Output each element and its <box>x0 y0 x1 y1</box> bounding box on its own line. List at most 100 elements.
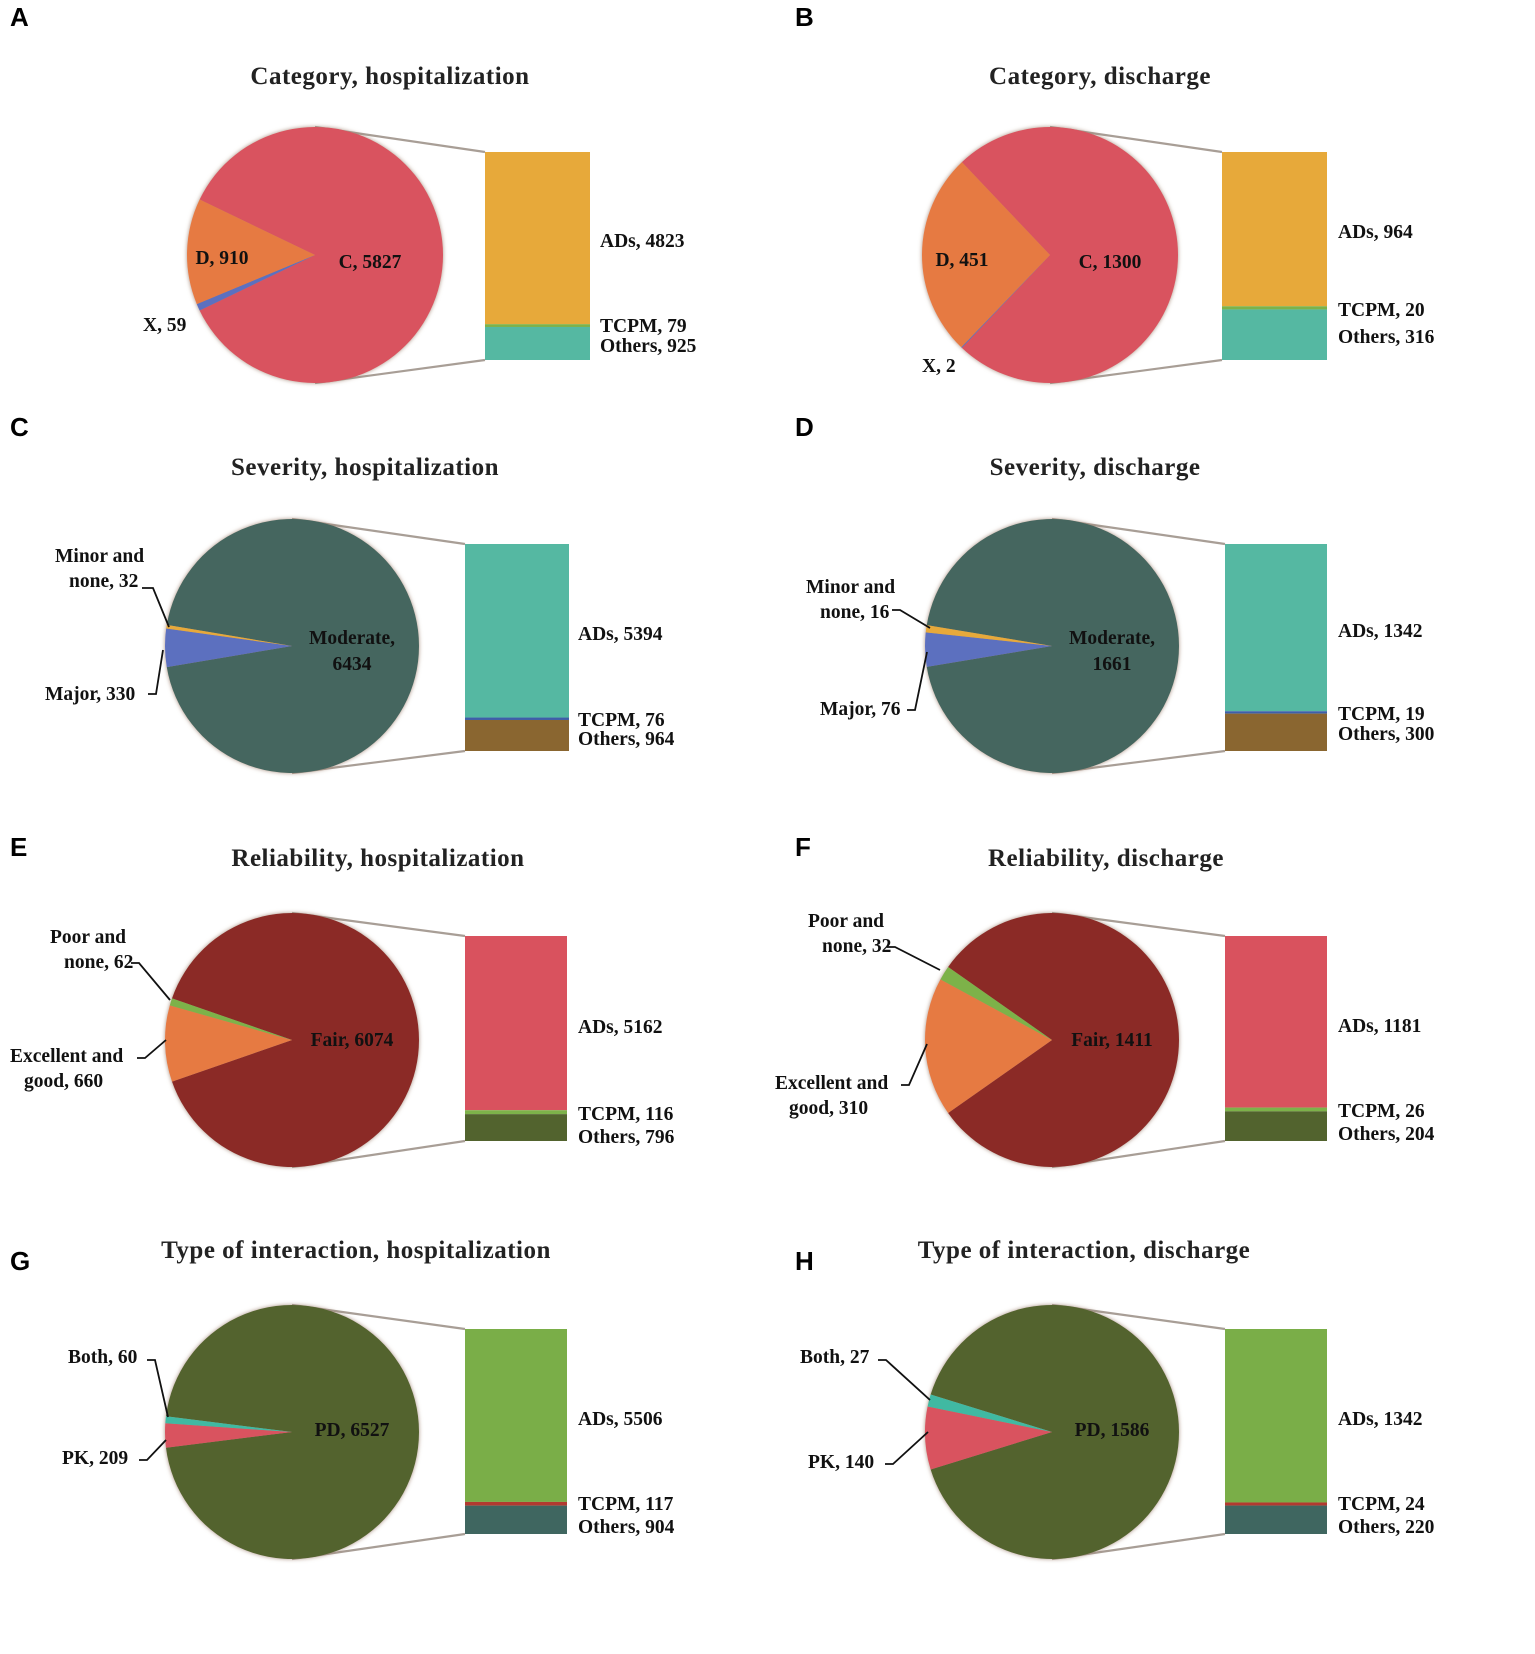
slice-label-minor-and-none: Minor and <box>806 577 895 598</box>
slice-label-poor-and-none: Poor and <box>50 927 126 948</box>
panel-b: B Category, discharge C, 1300 X, 2 D, 451 ADs… <box>795 2 1435 385</box>
panel-letter: A <box>10 2 29 32</box>
slice-label-excellent-and-good: Excellent and <box>10 1046 123 1067</box>
chart-title: Reliability, discharge <box>988 845 1224 872</box>
slice-value-moderate: 6434 <box>333 654 372 675</box>
pie-slice-x <box>196 255 315 311</box>
bar-segment-ads <box>1225 936 1327 1108</box>
slice-value-minor-and-none: none, 16 <box>820 602 890 623</box>
pie-slice-excellent-and-good <box>924 979 1052 1114</box>
bar-segment-others <box>1225 713 1327 751</box>
bar-segment-others <box>1225 1111 1327 1141</box>
pie-slice-pd <box>930 1305 1179 1559</box>
bar-label-others: Others, 964 <box>578 729 675 750</box>
slice-label-poor-and-none: Poor and <box>808 911 884 932</box>
slice-label-c: C, 5827 <box>339 252 402 273</box>
bar-label-ads: ADs, 1181 <box>1338 1016 1421 1037</box>
pie-slice-major <box>925 632 1052 667</box>
slice-label-both: Both, 60 <box>68 1347 137 1368</box>
slice-label-pd: PD, 1586 <box>1075 1420 1150 1441</box>
slice-value-moderate: 1661 <box>1093 654 1132 675</box>
panel-letter: B <box>795 2 814 32</box>
bar-label-tcpm: TCPM, 116 <box>578 1104 674 1125</box>
bar-label-others: Others, 316 <box>1338 327 1435 348</box>
slice-label-d: D, 451 <box>935 250 988 271</box>
leader-line-minor-and-none <box>892 609 931 629</box>
leader-line-excellent-and-good <box>901 1043 928 1086</box>
bar-label-ads: ADs, 1342 <box>1338 1409 1423 1430</box>
leader-line-major <box>907 651 928 711</box>
slice-label-excellent-and-good: Excellent and <box>775 1073 888 1094</box>
pie-slice-fair <box>948 913 1179 1167</box>
bar-segment-ads <box>1225 1329 1327 1503</box>
bar-segment-tcpm <box>1225 1107 1327 1112</box>
bar-label-ads: ADs, 5162 <box>578 1017 663 1038</box>
slice-value-excellent-and-good: good, 310 <box>789 1098 868 1119</box>
leader-line-major <box>148 649 164 695</box>
bar-label-others: Others, 796 <box>578 1127 675 1148</box>
chart-title: Severity, discharge <box>990 454 1201 481</box>
pie-slice-fair <box>172 912 419 1167</box>
slice-label-pk: PK, 209 <box>62 1448 128 1469</box>
bar-label-others: Others, 220 <box>1338 1517 1434 1538</box>
bar-segment-ads <box>1225 544 1327 712</box>
pie-slice-major <box>164 628 292 668</box>
pie-slice-pk <box>164 1423 292 1448</box>
pie-slice-minor-and-none <box>166 624 292 646</box>
pie-slice-c <box>961 127 1179 384</box>
bar-label-ads: ADs, 964 <box>1338 222 1413 243</box>
slice-label-moderate: Moderate, <box>1069 628 1155 649</box>
slice-label-both: Both, 27 <box>800 1347 870 1368</box>
bar-segment-others <box>465 1114 567 1141</box>
leader-line-poor-and-none <box>887 946 941 971</box>
slice-label-x: X, 59 <box>143 315 187 336</box>
pie <box>164 519 419 773</box>
leader-line-both <box>147 1359 169 1418</box>
bar-label-tcpm: TCPM, 24 <box>1338 1494 1425 1515</box>
bar-segment-tcpm <box>485 324 590 327</box>
pie-slice-c <box>199 127 444 383</box>
panel-g: G Type of interaction, hospitalization PD,… <box>10 1237 675 1561</box>
pie <box>925 518 1179 773</box>
slice-label-major: Major, 330 <box>45 684 135 705</box>
bar-segment-ads <box>465 544 569 718</box>
panel-d: D Severity, discharge Moderate, 1661 Major, … <box>795 412 1434 775</box>
bar-label-others: Others, 204 <box>1338 1124 1435 1145</box>
leader-line-poor-and-none <box>131 962 171 1001</box>
bar-label-tcpm: TCPM, 117 <box>578 1494 674 1515</box>
panel-letter: H <box>795 1246 814 1276</box>
chart-title: Reliability, hospitalization <box>231 845 524 872</box>
slice-label-major: Major, 76 <box>820 699 901 720</box>
bar-segment-others <box>1225 1505 1327 1534</box>
slice-label-minor-and-none: Minor and <box>55 546 144 567</box>
panel-letter: F <box>795 832 811 862</box>
bar-label-others: Others, 300 <box>1338 724 1434 745</box>
pie-slice-x <box>961 255 1050 348</box>
slice-label-fair: Fair, 1411 <box>1071 1030 1153 1051</box>
panel-c: C Severity, hospitalization Moderate, 6434 M… <box>10 412 675 775</box>
leader-line-pk <box>139 1439 167 1461</box>
slice-label-fair: Fair, 6074 <box>311 1030 394 1051</box>
bar-segment-tcpm <box>465 1501 567 1506</box>
bar-label-tcpm: TCPM, 79 <box>600 316 687 337</box>
pie-slice-poor-and-none <box>169 998 292 1040</box>
bar-label-tcpm: TCPM, 20 <box>1338 300 1425 321</box>
bar-segment-ads <box>465 936 567 1111</box>
pie <box>924 1305 1179 1559</box>
bar-segment-others <box>465 1505 567 1534</box>
bar-segment-tcpm <box>1225 1502 1327 1506</box>
pie <box>164 1305 420 1560</box>
bar-label-ads: ADs, 5394 <box>578 624 663 645</box>
leader-line-pk <box>885 1431 929 1465</box>
bar-segment-others <box>1222 309 1327 360</box>
slice-label-x: X, 2 <box>922 356 956 377</box>
bar-segment-tcpm <box>465 1110 567 1115</box>
panel-letter: E <box>10 832 27 862</box>
chart-title: Category, hospitalization <box>250 63 529 90</box>
pie <box>922 127 1179 384</box>
pie-slice-minor-and-none <box>925 625 1052 646</box>
pie-slice-moderate <box>926 518 1179 773</box>
bar-label-tcpm: TCPM, 26 <box>1338 1101 1425 1122</box>
bar-segment-tcpm <box>465 717 569 720</box>
